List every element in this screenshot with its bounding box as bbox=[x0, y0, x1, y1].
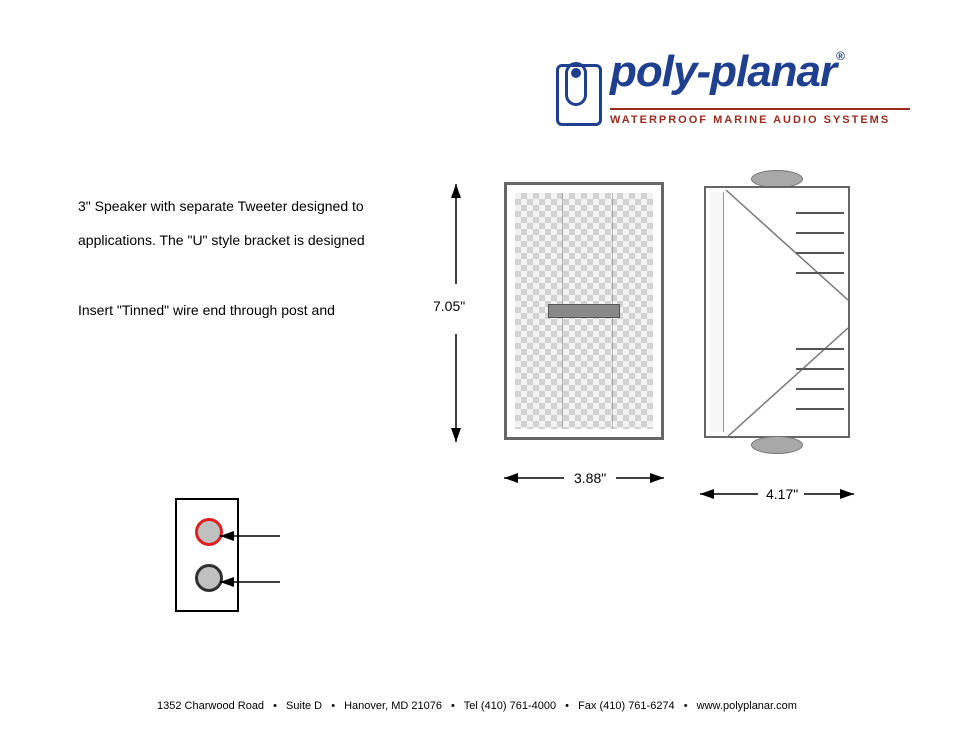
cooling-fin bbox=[796, 348, 844, 350]
width-front-dimension-label: 3.88" bbox=[574, 470, 606, 486]
bracket-knob-bottom bbox=[751, 436, 803, 454]
description-line-1: 3" Speaker with separate Tweeter designe… bbox=[78, 198, 364, 214]
width-side-dimension-label: 4.17" bbox=[766, 486, 798, 502]
width-front-dim-arrow-right bbox=[616, 470, 664, 486]
document-page: poly-planar® WATERPROOF MARINE AUDIO SYS… bbox=[0, 0, 954, 738]
cooling-fin bbox=[796, 232, 844, 234]
separator-icon: • bbox=[565, 700, 569, 712]
separator-icon: • bbox=[331, 700, 335, 712]
description-line-2: applications. The "U" style bracket is d… bbox=[78, 232, 365, 248]
separator-icon: • bbox=[273, 700, 277, 712]
separator-icon: • bbox=[451, 700, 455, 712]
brand-tagline: WATERPROOF MARINE AUDIO SYSTEMS bbox=[610, 114, 890, 126]
speaker-front-view bbox=[504, 182, 664, 440]
positive-terminal-icon bbox=[195, 518, 223, 546]
speaker-side-view bbox=[692, 168, 862, 468]
cooling-fin bbox=[796, 388, 844, 390]
terminal-arrow-negative bbox=[220, 574, 280, 590]
bracket-line-top bbox=[706, 188, 852, 314]
bracket-line-bottom bbox=[706, 314, 852, 440]
height-dim-arrow-bottom bbox=[448, 334, 464, 442]
cooling-fin bbox=[796, 368, 844, 370]
wire-terminal-block bbox=[175, 498, 239, 612]
wiring-instruction: Insert "Tinned" wire end through post an… bbox=[78, 302, 335, 318]
cooling-fin bbox=[796, 252, 844, 254]
footer-fax: Fax (410) 761-6274 bbox=[578, 700, 675, 712]
cooling-fin bbox=[796, 408, 844, 410]
footer-address-3: Hanover, MD 21076 bbox=[344, 700, 442, 712]
logo-mark-dot-icon bbox=[571, 68, 581, 78]
registered-mark: ® bbox=[836, 49, 844, 63]
height-dim-arrow-top bbox=[448, 184, 464, 284]
footer-address-2: Suite D bbox=[286, 700, 322, 712]
brand-name-text: poly-planar bbox=[610, 47, 836, 96]
width-side-dim-arrow-right bbox=[804, 486, 854, 502]
cooling-fin bbox=[796, 272, 844, 274]
width-side-dim-arrow-left bbox=[700, 486, 758, 502]
speaker-side-body bbox=[704, 186, 850, 438]
footer-tel: Tel (410) 761-4000 bbox=[464, 700, 556, 712]
separator-icon: • bbox=[684, 700, 688, 712]
speaker-badge bbox=[548, 304, 620, 318]
brand-name: poly-planar® bbox=[610, 50, 844, 94]
logo-underline bbox=[610, 108, 910, 110]
footer-address-1: 1352 Charwood Road bbox=[157, 700, 264, 712]
brand-logo: poly-planar® WATERPROOF MARINE AUDIO SYS… bbox=[556, 56, 916, 142]
height-dimension-label: 7.05" bbox=[433, 298, 465, 314]
cooling-fin bbox=[796, 212, 844, 214]
footer-contact: 1352 Charwood Road • Suite D • Hanover, … bbox=[0, 700, 954, 712]
negative-terminal-icon bbox=[195, 564, 223, 592]
terminal-arrow-positive bbox=[220, 528, 280, 544]
footer-website-link[interactable]: www.polyplanar.com bbox=[697, 700, 797, 712]
width-front-dim-arrow-left bbox=[504, 470, 564, 486]
